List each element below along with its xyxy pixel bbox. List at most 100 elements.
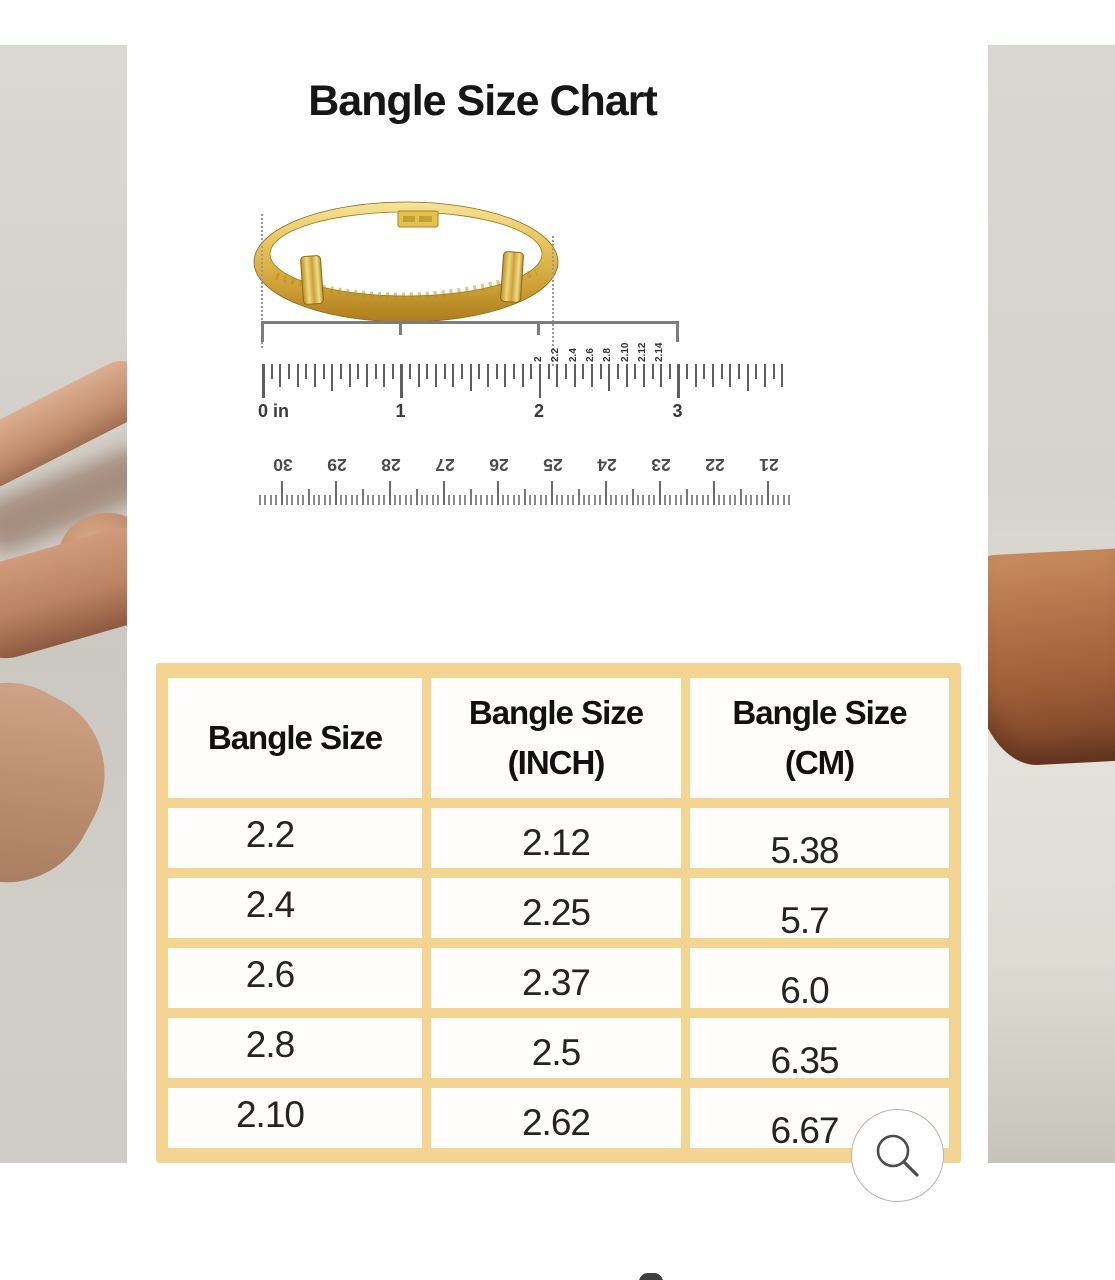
ruler-tick [651, 364, 654, 379]
ruler-tick [270, 364, 273, 379]
ruler-tick [642, 364, 645, 387]
ruler-tick [442, 481, 446, 505]
ruler-tick [334, 481, 338, 505]
ruler-tick [534, 495, 537, 505]
ruler-tick [755, 495, 758, 505]
ruler-tick [437, 495, 439, 505]
header-line: Bangle Size [207, 719, 383, 756]
ruler-tick [593, 495, 596, 505]
ruler-tick [626, 495, 628, 505]
ruler-tick [313, 495, 315, 505]
table-cell: 5.7 [690, 878, 949, 941]
inch-ruler-label: 2 [533, 401, 544, 421]
cm-ruler-label: 24 [597, 455, 617, 475]
table-cell: 2.4 [168, 878, 422, 938]
bracket-tick [676, 321, 679, 342]
ruler-tick [545, 495, 547, 505]
ruler-tick [374, 364, 377, 379]
ruler-tick [583, 495, 585, 505]
ruler-tick [331, 364, 334, 391]
ruler-tick [750, 495, 753, 505]
ruler-tick [394, 495, 396, 505]
header-line: Bangle Size [468, 694, 644, 731]
bracket-tick [537, 321, 540, 335]
ruler-tick [599, 495, 601, 505]
guide-dotted-line-right [552, 236, 554, 366]
cm-ruler-label: 30 [273, 455, 293, 475]
ruler-tick [566, 495, 569, 505]
ruler-tick [647, 495, 650, 505]
ruler-tick [461, 364, 464, 379]
ruler-tick [564, 364, 567, 379]
ruler-tick [275, 495, 277, 505]
ruler-tick [421, 495, 423, 505]
table-header-bangle-size-inch: Bangle Size (INCH) [431, 678, 681, 798]
cm-ruler-labels: 30 29 28 27 26 25 24 23 22 21 [258, 454, 798, 475]
ruler-tick [372, 495, 375, 505]
table-header-bangle-size: Bangle Size [168, 678, 422, 798]
ruler-tick [435, 364, 438, 387]
ruler-tick [475, 495, 477, 505]
ruler-tick [318, 495, 321, 505]
ruler-tick [739, 489, 742, 505]
ruler-tick [573, 364, 576, 387]
measure-bracket [262, 321, 678, 324]
ruler-tick [550, 481, 554, 505]
ruler-tick [620, 495, 623, 505]
ruler-tick [745, 495, 747, 505]
ruler-tick [668, 364, 671, 379]
ruler-tick [582, 364, 585, 379]
size-marker-label: 2.12 [636, 342, 648, 362]
ruler-tick [755, 364, 758, 379]
ruler-tick [307, 489, 310, 505]
ruler-tick [410, 495, 412, 505]
ruler-tick [464, 495, 466, 505]
ruler-tick [738, 364, 741, 379]
ruler-tick [339, 364, 342, 379]
ruler-tick [696, 495, 699, 505]
ruler-tick [669, 495, 672, 505]
ruler-tick [610, 495, 612, 505]
ruler-tick [604, 481, 608, 505]
table-cell: 2.8 [168, 1018, 422, 1078]
ruler-tick [539, 495, 542, 505]
bracket-tick [261, 321, 264, 342]
table-cell: 2.12 [431, 808, 681, 868]
ruler-tick [345, 495, 348, 505]
bangle-illustration [253, 201, 559, 323]
gallery-next-image[interactable] [988, 45, 1115, 1163]
ruler-tick [772, 495, 774, 505]
ruler-tick [259, 495, 261, 505]
ruler-tick [712, 364, 715, 387]
size-marker-label: 2.4 [567, 348, 579, 362]
ruler-tick [677, 364, 680, 398]
ruler-tick [625, 364, 628, 387]
ruler-tick [426, 364, 429, 379]
inch-ruler-label: 3 [672, 401, 683, 421]
ruler-tick [480, 495, 483, 505]
ruler-tick [377, 495, 380, 505]
ruler-tick [356, 495, 358, 505]
table-cell: 2.62 [431, 1088, 681, 1148]
ruler-tick [296, 364, 299, 387]
ruler-tick [518, 495, 520, 505]
ruler-tick [538, 364, 542, 398]
zoom-button[interactable] [851, 1109, 944, 1202]
ruler-tick [305, 364, 308, 379]
ruler-tick [680, 495, 682, 505]
header-line: (CM) [784, 744, 855, 781]
ruler-tick [478, 364, 481, 379]
bracket-tick [399, 321, 402, 335]
table-cell: 2.6 [168, 948, 422, 1008]
ruler-tick [782, 495, 785, 505]
ruler-tick [660, 364, 663, 387]
ruler-tick [458, 495, 461, 505]
inch-ruler-label: 0 in [258, 401, 290, 421]
ruler-tick [728, 495, 731, 505]
ruler-tick [637, 495, 639, 505]
cm-ruler-label: 21 [759, 455, 779, 475]
size-marker-label: 2.14 [654, 342, 666, 362]
ruler-tick [664, 495, 666, 505]
ruler-tick [426, 495, 429, 505]
gallery-prev-image[interactable] [0, 45, 127, 1163]
